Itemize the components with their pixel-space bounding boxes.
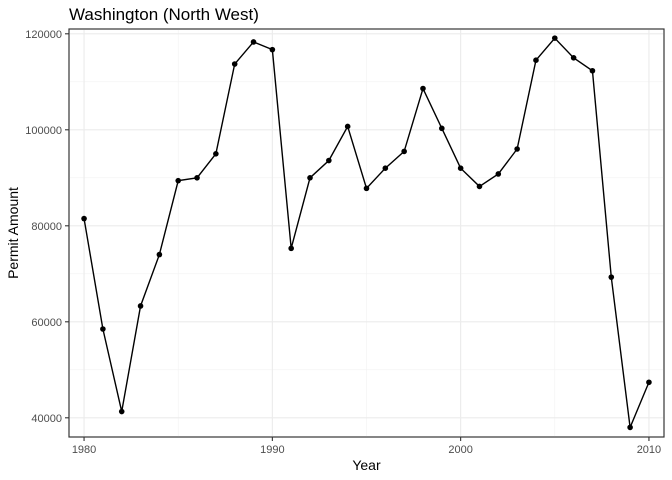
data-point	[326, 157, 332, 164]
data-point	[194, 175, 200, 181]
x-tick-label: 1980	[72, 444, 96, 456]
data-point	[589, 67, 596, 74]
data-point	[646, 379, 652, 386]
data-point	[363, 185, 370, 192]
data-point	[156, 251, 163, 258]
data-point	[570, 55, 577, 61]
data-point	[344, 123, 351, 130]
y-tick-label: 60000	[31, 317, 62, 329]
data-point	[457, 165, 464, 171]
y-tick-label: 100000	[25, 125, 62, 137]
data-point	[420, 85, 426, 92]
series-layer	[81, 35, 652, 431]
y-tick-label: 40000	[31, 413, 62, 425]
x-axis-title: Year	[352, 457, 381, 473]
data-point	[100, 326, 106, 332]
data-point	[476, 183, 483, 190]
data-point	[551, 35, 558, 41]
data-point	[495, 171, 502, 177]
data-point	[439, 125, 445, 132]
data-point	[514, 146, 520, 152]
data-point	[382, 165, 389, 171]
data-point	[213, 151, 219, 157]
y-tick-label: 80000	[31, 221, 62, 233]
data-point	[608, 274, 615, 280]
data-point	[627, 424, 633, 431]
data-point	[401, 148, 407, 155]
x-tick-label: 2010	[637, 444, 661, 456]
data-point	[81, 215, 87, 222]
data-point	[250, 39, 257, 45]
axis-ticks: 1980 1990 2000 2010 40000 60000 80000 100000 120…	[25, 29, 661, 456]
data-point	[307, 175, 313, 181]
x-tick-label: 2000	[448, 444, 472, 456]
data-point	[118, 408, 125, 415]
data-point	[175, 177, 182, 184]
data-point	[231, 61, 238, 67]
data-point	[137, 303, 144, 309]
y-axis-title: Permit Amount	[5, 187, 21, 279]
data-point	[533, 57, 539, 63]
y-tick-label: 120000	[25, 29, 62, 41]
data-point	[269, 46, 276, 53]
x-tick-label: 1990	[260, 444, 284, 456]
grid-lines	[69, 29, 664, 437]
plot-panel-border	[68, 28, 665, 438]
chart-title: Washington (North West)	[69, 5, 259, 24]
data-point	[288, 245, 294, 252]
